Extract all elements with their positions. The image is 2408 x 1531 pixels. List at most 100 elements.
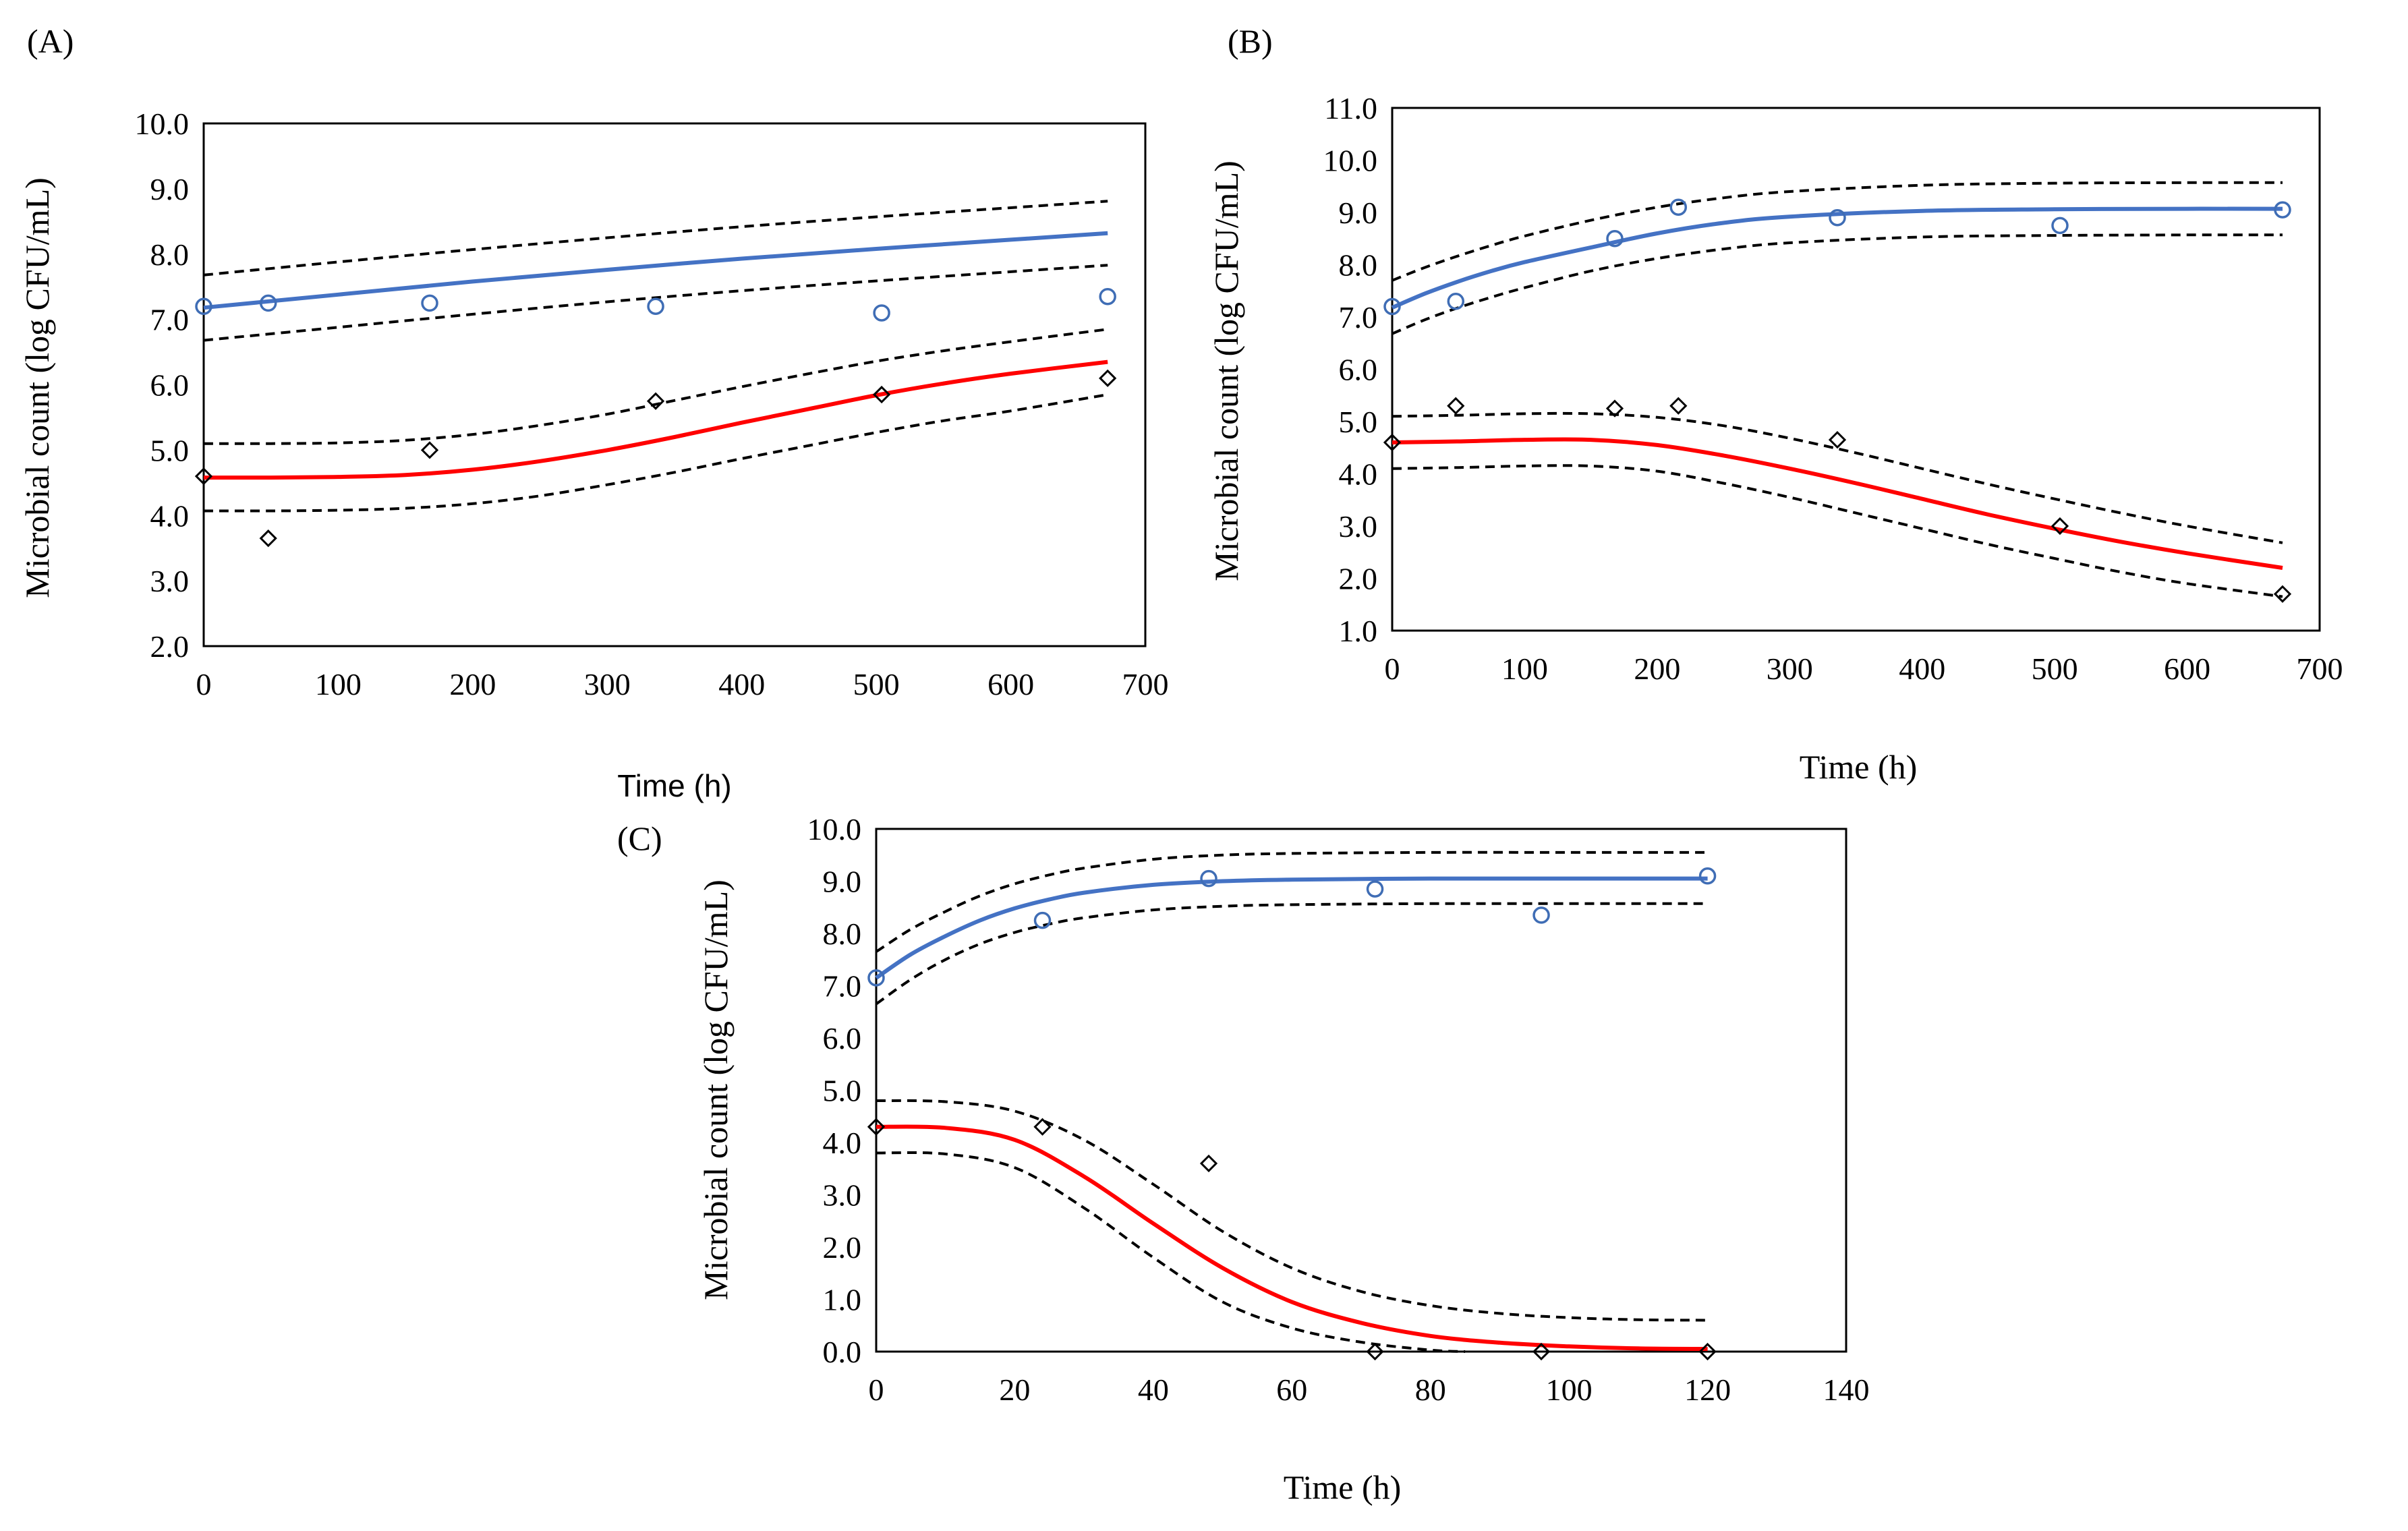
series-layer [194, 200, 1117, 548]
x-axis-title: Time (h) [617, 768, 732, 803]
y-tick-label: 3.0 [150, 564, 190, 598]
x-tick-labels: 0 100 200 300 400 500 600 700 [1385, 652, 2343, 686]
y-tick-label: 3.0 [1339, 509, 1378, 544]
diamond-marker [1669, 397, 1688, 415]
y-tick-label: 9.0 [150, 172, 190, 206]
x-tick-label: 0 [196, 667, 212, 701]
x-tick-label: 80 [1415, 1373, 1446, 1407]
circle-marker [259, 294, 277, 312]
ci-blue-upper-line [875, 850, 1708, 953]
diamond-marker [194, 467, 213, 486]
ci-red-upper-line [1392, 411, 2283, 544]
ci-red-lower-line [1392, 464, 2283, 598]
diamond-marker [1366, 1342, 1384, 1361]
diamond-marker [1532, 1342, 1551, 1361]
x-tick-label: 200 [1634, 652, 1680, 686]
fit-red-line [876, 1124, 1708, 1352]
x-axis-title: Time (h) [1800, 748, 1918, 786]
circle-marker [867, 969, 885, 987]
x-tick-label: 100 [1501, 652, 1548, 686]
plot-area-frame [875, 828, 1847, 1353]
y-tick-label: 1.0 [1339, 614, 1378, 648]
panel-label: (B) [1228, 22, 1273, 60]
circle-marker [2274, 201, 2291, 219]
y-tick-label: 7.0 [150, 303, 190, 337]
diamond-marker [1447, 397, 1465, 415]
y-tick-label: 7.0 [1339, 300, 1378, 335]
x-tick-label: 0 [869, 1373, 884, 1407]
plot-area-frame [1391, 107, 2321, 632]
series-layer [867, 850, 1717, 1361]
x-tick-label: 500 [853, 667, 900, 701]
y-tick-label: 8.0 [150, 237, 190, 272]
x-tick-label: 100 [1546, 1373, 1593, 1407]
circle-marker [1669, 198, 1688, 216]
diamond-marker [1033, 1118, 1052, 1136]
x-tick-label: 600 [2164, 652, 2210, 686]
x-tick-labels: 0 20 40 60 80 100 120 140 [869, 1373, 1870, 1407]
ci-red-upper-line [876, 1099, 1708, 1322]
diamond-marker [872, 385, 891, 404]
circle-marker [1033, 911, 1052, 929]
x-tick-label: 40 [1138, 1373, 1169, 1407]
fit-red-line [203, 359, 1108, 480]
circle-marker [1200, 869, 1217, 888]
y-tick-label: 6.0 [1339, 353, 1378, 387]
y-tick-label: 2.0 [1339, 562, 1378, 596]
diamond-marker [1383, 433, 1402, 452]
ci-red-upper-line [203, 328, 1108, 445]
circle-marker [1532, 906, 1550, 924]
plot-area-frame [202, 122, 1147, 647]
x-tick-label: 0 [1385, 652, 1400, 686]
y-tick-label: 9.0 [1339, 196, 1378, 230]
diamond-marker [259, 529, 277, 548]
y-tick-label: 4.0 [150, 498, 190, 533]
x-tick-label: 120 [1684, 1373, 1731, 1407]
circle-marker [1606, 230, 1624, 248]
diamond-marker [1828, 431, 1847, 449]
diamond-marker [2273, 585, 2292, 603]
y-tick-label: 1.0 [823, 1283, 862, 1317]
fit-blue-line [875, 876, 1708, 980]
circle-marker [1829, 209, 1846, 227]
diamond-marker [1698, 1342, 1717, 1361]
series-layer [1383, 181, 2292, 603]
x-tick-label: 300 [584, 667, 631, 701]
fit-blue-line [1391, 206, 2283, 310]
ci-blue-lower-line [875, 902, 1708, 1006]
circle-marker [421, 294, 438, 312]
x-tick-label: 600 [987, 667, 1034, 701]
circle-marker [1447, 293, 1465, 310]
y-tick-labels: 1.0 2.0 3.0 4.0 5.0 6.0 7.0 8.0 9.0 10.0 11.0 [1323, 91, 1378, 648]
diamond-marker [1099, 369, 1117, 387]
fit-blue-line [203, 231, 1108, 310]
circle-marker [195, 297, 212, 315]
y-tick-label: 11.0 [1324, 91, 1377, 125]
y-tick-label: 0.0 [823, 1335, 862, 1369]
y-tick-label: 8.0 [823, 917, 862, 951]
x-tick-label: 400 [1899, 652, 1945, 686]
diamond-marker [420, 441, 439, 459]
y-tick-label: 2.0 [150, 629, 190, 664]
x-tick-label: 60 [1276, 1373, 1307, 1407]
x-tick-label: 140 [1823, 1373, 1870, 1407]
x-tick-label: 400 [718, 667, 765, 701]
ci-red-lower-line [203, 393, 1108, 513]
ci-blue-upper-line [203, 200, 1108, 277]
ci-blue-lower-line [203, 264, 1108, 342]
x-tick-label: 300 [1767, 652, 1813, 686]
x-tick-label: 500 [2032, 652, 2078, 686]
y-tick-label: 10.0 [807, 812, 862, 846]
y-tick-label: 10.0 [1323, 144, 1378, 178]
panel-b: (B) 1.02.03.04.05.06.07.08.09.010.011.0 … [1207, 22, 2343, 786]
panel-label: (C) [617, 819, 662, 857]
y-tick-label: 10.0 [135, 107, 190, 141]
y-tick-labels: 0.0 1.0 2.0 3.0 4.0 5.0 6.0 7.0 8.0 9.0 10.0 [807, 812, 862, 1369]
y-tick-label: 3.0 [823, 1178, 862, 1213]
y-tick-label: 5.0 [150, 433, 190, 467]
circle-marker [1383, 297, 1401, 316]
y-axis-title: Microbial count (log CFU/mL) [18, 177, 56, 598]
x-tick-label: 700 [1122, 667, 1169, 701]
panel-c: (C) 0.0 1.0 2.0 3.0 4.0 5.0 6.0 7.0 8.0 9.0 10.0 0… [617, 812, 1870, 1506]
diamond-marker [867, 1118, 886, 1136]
